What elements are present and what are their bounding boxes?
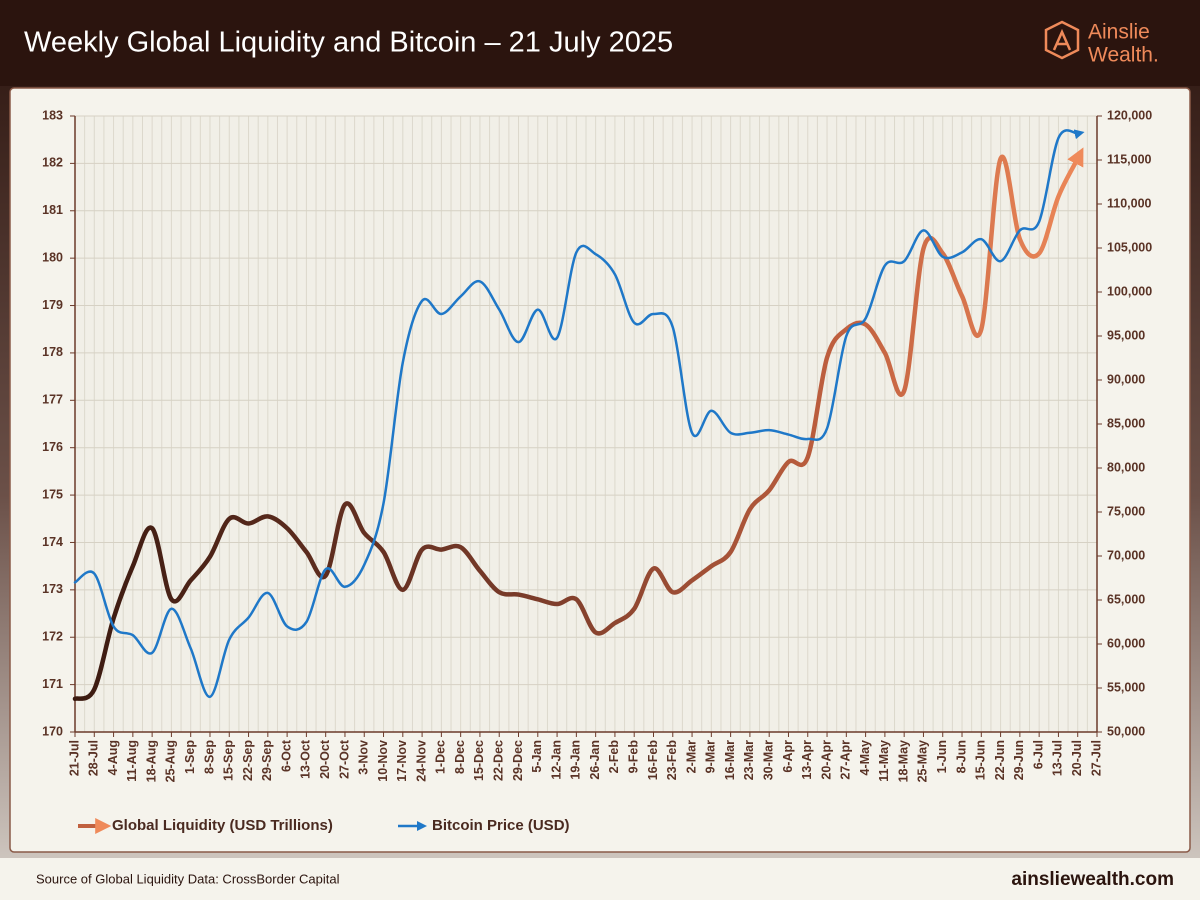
y2-tick-label: 105,000 xyxy=(1107,240,1152,254)
y2-tick-label: 55,000 xyxy=(1107,680,1145,694)
y-tick-label: 179 xyxy=(42,298,63,312)
legend-label: Global Liquidity (USD Trillions) xyxy=(112,817,333,834)
y2-tick-label: 100,000 xyxy=(1107,284,1152,298)
y-tick-label: 177 xyxy=(42,393,63,407)
x-tick-label: 2-Feb xyxy=(607,740,621,774)
x-tick-label: 23-Feb xyxy=(665,740,679,781)
y2-tick-label: 75,000 xyxy=(1107,504,1145,518)
x-tick-label: 15-Dec xyxy=(472,740,486,781)
x-tick-label: 4-May xyxy=(858,740,872,775)
x-tick-label: 21-Jul xyxy=(67,740,81,776)
y2-tick-label: 115,000 xyxy=(1107,152,1152,166)
x-tick-label: 8-Sep xyxy=(202,740,216,774)
x-tick-label: 9-Mar xyxy=(704,740,718,773)
source-note: Source of Global Liquidity Data: CrossBo… xyxy=(36,871,340,886)
y-tick-label: 170 xyxy=(42,724,63,738)
y-tick-label: 172 xyxy=(42,630,63,644)
y2-tick-label: 90,000 xyxy=(1107,372,1145,386)
logo-letter xyxy=(1052,28,1072,51)
y-tick-label: 181 xyxy=(42,203,63,217)
x-tick-label: 20-Apr xyxy=(819,740,833,780)
x-tick-label: 24-Nov xyxy=(414,740,428,782)
brand-name: Wealth. xyxy=(1088,44,1159,67)
legend-label: Bitcoin Price (USD) xyxy=(432,817,570,834)
x-tick-label: 30-Mar xyxy=(761,740,775,780)
logo: Ainslie Wealth. xyxy=(1044,20,1159,67)
y-tick-label: 180 xyxy=(42,250,63,264)
x-tick-label: 13-Jul xyxy=(1051,740,1065,776)
x-tick-label: 15-Jun xyxy=(974,740,988,780)
x-tick-label: 9-Feb xyxy=(627,740,641,774)
y2-tick-label: 60,000 xyxy=(1107,636,1145,650)
x-tick-label: 27-Jul xyxy=(1089,740,1103,776)
y-tick-label: 175 xyxy=(42,487,63,501)
header xyxy=(0,0,1200,86)
x-tick-label: 17-Nov xyxy=(395,740,409,782)
x-tick-label: 22-Jun xyxy=(993,740,1007,780)
x-tick-label: 29-Dec xyxy=(511,740,525,781)
x-tick-label: 25-Aug xyxy=(164,740,178,782)
x-tick-label: 16-Feb xyxy=(646,740,660,781)
x-tick-label: 6-Jul xyxy=(1031,740,1045,769)
x-tick-label: 15-Sep xyxy=(222,740,236,781)
x-tick-label: 5-Jan xyxy=(530,740,544,773)
x-tick-label: 11-Aug xyxy=(125,740,139,782)
y2-tick-label: 120,000 xyxy=(1107,108,1152,122)
y2-tick-label: 65,000 xyxy=(1107,592,1145,606)
x-tick-label: 6-Apr xyxy=(781,740,795,773)
y2-tick-label: 95,000 xyxy=(1107,328,1145,342)
x-tick-label: 4-Aug xyxy=(106,740,120,775)
x-tick-label: 13-Oct xyxy=(299,739,313,779)
y-tick-label: 182 xyxy=(42,156,63,170)
x-tick-label: 12-Jan xyxy=(549,740,563,780)
y2-tick-label: 70,000 xyxy=(1107,548,1145,562)
brand-name: Ainslie xyxy=(1088,21,1150,44)
y-tick-label: 173 xyxy=(42,582,63,596)
x-tick-label: 29-Jun xyxy=(1012,740,1026,780)
series-line xyxy=(73,129,1085,699)
x-tick-label: 6-Oct xyxy=(279,739,293,772)
x-tick-label: 18-Aug xyxy=(144,740,158,782)
x-tick-label: 27-Oct xyxy=(337,739,351,779)
x-tick-label: 25-May xyxy=(916,740,930,782)
x-tick-label: 11-May xyxy=(877,740,891,782)
x-tick-label: 29-Sep xyxy=(260,740,274,781)
series-line xyxy=(72,147,1084,702)
x-tick-label: 1-Sep xyxy=(183,740,197,774)
x-tick-label: 26-Jan xyxy=(588,740,602,780)
y2-tick-label: 85,000 xyxy=(1107,416,1145,430)
x-tick-label: 18-May xyxy=(896,740,910,782)
x-tick-label: 16-Mar xyxy=(723,740,737,780)
chart-title: Weekly Global Liquidity and Bitcoin – 21… xyxy=(24,27,673,59)
website: ainsliewealth.com xyxy=(1011,869,1174,890)
x-tick-label: 1-Jun xyxy=(935,740,949,773)
x-tick-label: 2-Mar xyxy=(684,740,698,773)
logo-icon xyxy=(1044,20,1080,60)
x-tick-label: 28-Jul xyxy=(87,740,101,776)
x-tick-label: 10-Nov xyxy=(376,740,390,782)
plot-area: 170 171 172 173 174 175 176 177 178 179 180 181 182 1… xyxy=(42,108,1152,834)
x-tick-label: 8-Dec xyxy=(453,740,467,774)
y-tick-label: 176 xyxy=(42,440,63,454)
y-tick-label: 178 xyxy=(42,345,63,359)
y2-tick-label: 80,000 xyxy=(1107,460,1145,474)
x-tick-label: 23-Mar xyxy=(742,740,756,780)
y-tick-label: 174 xyxy=(42,535,63,549)
x-tick-label: 20-Oct xyxy=(318,739,332,779)
x-tick-label: 1-Dec xyxy=(434,740,448,774)
y-tick-label: 183 xyxy=(42,108,63,122)
x-tick-label: 13-Apr xyxy=(800,740,814,780)
x-tick-label: 19-Jan xyxy=(569,740,583,780)
x-tick-label: 22-Dec xyxy=(492,740,506,781)
x-tick-label: 22-Sep xyxy=(241,740,255,781)
x-tick-label: 8-Jun xyxy=(954,740,968,773)
y2-tick-label: 110,000 xyxy=(1107,196,1152,210)
footer xyxy=(0,858,1200,900)
x-tick-label: 20-Jul xyxy=(1070,740,1084,776)
x-tick-label: 3-Nov xyxy=(357,740,371,775)
x-tick-label: 27-Apr xyxy=(839,740,853,780)
y2-tick-label: 50,000 xyxy=(1107,724,1145,738)
y-tick-label: 171 xyxy=(42,677,63,691)
